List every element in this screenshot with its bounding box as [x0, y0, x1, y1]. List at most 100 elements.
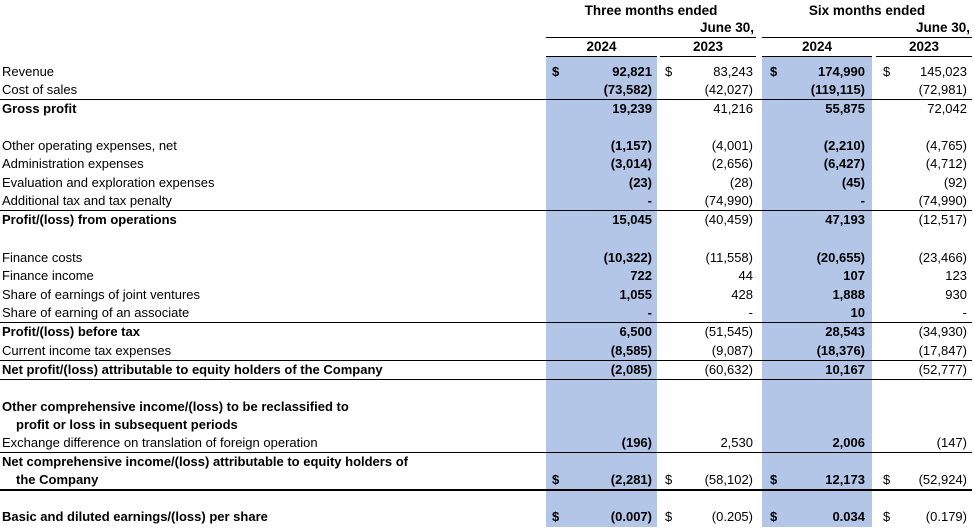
currency-symbol: $	[665, 509, 673, 524]
header-rule-six-months	[762, 37, 972, 38]
table-row-admin: Administration expenses (3,014) (2,656) …	[0, 155, 975, 173]
value-6m-2024: 47,193	[825, 212, 865, 227]
currency-symbol: $	[665, 64, 673, 79]
value-6m-2024: (20,655)	[816, 250, 865, 265]
year-2024-three-months: 2024	[586, 39, 617, 54]
value-3m-2023: (11,558)	[705, 250, 753, 265]
year-2023-three-months: 2023	[692, 39, 724, 54]
value-3m-2023: -	[748, 305, 753, 320]
table-row-jv-earnings: Share of earnings of joint ventures 1,05…	[0, 286, 975, 304]
value-6m-2023: 145,023	[920, 64, 967, 79]
currency-symbol: $	[770, 509, 778, 524]
value-3m-2023: (60,632)	[704, 362, 753, 377]
table-row-net-comprehensive-label1: Net comprehensive income/(loss) attribut…	[0, 453, 975, 471]
value-3m-2023: (74,990)	[704, 193, 753, 208]
table-row-finance-costs: Finance costs (10,322) (11,558) (20,655)…	[0, 249, 975, 267]
year-2023-six-months: 2023	[908, 39, 940, 54]
row-label: Finance costs	[2, 250, 83, 265]
value-6m-2023: (23,466)	[918, 250, 967, 265]
header-six-months-line1: Six months ended	[808, 3, 926, 18]
row-label: Share of earnings of joint ventures	[2, 287, 201, 302]
value-3m-2023: (9,087)	[711, 343, 753, 358]
value-3m-2023: (40,459)	[704, 212, 753, 227]
value-3m-2023: (0.205)	[711, 509, 753, 524]
row-label: Additional tax and tax penalty	[2, 193, 172, 208]
value-3m-2024: 15,045	[612, 212, 652, 227]
row-label: Revenue	[2, 64, 55, 79]
value-3m-2024: (8,585)	[610, 343, 652, 358]
currency-symbol: $	[883, 64, 891, 79]
table-row-other-opex: Other operating expenses, net (1,157) (4…	[0, 137, 975, 155]
value-3m-2023: 41,216	[713, 101, 753, 116]
row-label: Gross profit	[2, 101, 77, 116]
value-6m-2024: 107	[843, 268, 865, 283]
value-6m-2023: (17,847)	[918, 343, 967, 358]
header-three-months: Three months ended June 30,	[546, 2, 756, 36]
value-6m-2023: (74,990)	[918, 193, 967, 208]
value-6m-2024: 2,006	[832, 435, 865, 450]
value-3m-2023: (51,545)	[704, 324, 753, 339]
row-label: Other comprehensive income/(loss) to be …	[2, 399, 349, 414]
value-6m-2023: (147)	[936, 435, 967, 450]
value-3m-2024: 92,821	[612, 64, 652, 79]
year-rule-2	[660, 56, 756, 57]
row-label: Exchange difference on translation of fo…	[2, 435, 318, 450]
rule-net-profit-bottom	[0, 379, 972, 380]
value-6m-2023: (12,517)	[918, 212, 967, 227]
value-6m-2023: (52,924)	[918, 472, 967, 487]
rule-profit-before-tax	[0, 322, 972, 323]
year-rule-3	[762, 56, 872, 57]
value-6m-2024: 55,875	[825, 101, 865, 116]
value-6m-2024: (18,376)	[816, 343, 865, 358]
row-label: Profit/(loss) from operations	[2, 212, 177, 227]
value-3m-2024: (73,582)	[603, 82, 652, 97]
value-3m-2024: 1,055	[619, 287, 652, 302]
row-label: Cost of sales	[2, 82, 78, 97]
table-row-current-tax: Current income tax expenses (8,585) (9,0…	[0, 342, 975, 360]
currency-symbol: $	[552, 64, 560, 79]
value-6m-2023: -	[962, 305, 967, 320]
value-3m-2023: (58,102)	[704, 472, 753, 487]
value-6m-2024: (2,210)	[823, 138, 865, 153]
value-3m-2024: (10,322)	[603, 250, 652, 265]
highlight-column-three-months-2024	[546, 57, 657, 527]
value-3m-2023: 2,530	[720, 435, 753, 450]
year-rule-4	[876, 56, 972, 57]
currency-symbol: $	[883, 472, 891, 487]
header-six-months: Six months ended June 30,	[762, 2, 972, 36]
value-3m-2024: -	[647, 305, 652, 320]
currency-symbol: $	[665, 472, 673, 487]
table-row-profit-before-tax: Profit/(loss) before tax 6,500 (51,545) …	[0, 323, 975, 341]
row-label: the Company	[16, 472, 99, 487]
row-label: Net profit/(loss) attributable to equity…	[2, 362, 383, 377]
value-3m-2023: (42,027)	[704, 82, 753, 97]
value-3m-2024: -	[647, 193, 652, 208]
table-row-additional-tax: Additional tax and tax penalty - (74,990…	[0, 192, 975, 210]
currency-symbol: $	[770, 64, 778, 79]
currency-symbol: $	[552, 472, 560, 487]
value-3m-2024: (2,085)	[610, 362, 652, 377]
year-2024-six-months: 2024	[801, 39, 833, 54]
currency-symbol: $	[552, 509, 560, 524]
row-label: Current income tax expenses	[2, 343, 172, 358]
row-label: Finance income	[2, 268, 94, 283]
value-3m-2023: 428	[731, 287, 753, 302]
header-rule-three-months	[546, 37, 756, 38]
row-label: profit or loss in subsequent periods	[16, 417, 238, 432]
value-6m-2023: 930	[945, 287, 967, 302]
value-6m-2023: (72,981)	[918, 82, 967, 97]
value-6m-2024: 10	[850, 305, 865, 320]
rule-gross-profit	[0, 99, 972, 100]
table-row-gross-profit: Gross profit 19,239 41,216 55,875 72,042	[0, 100, 975, 118]
value-6m-2023: (92)	[943, 175, 967, 190]
value-3m-2023: 83,243	[713, 64, 753, 79]
header-three-months-line1: Three months ended	[584, 3, 718, 18]
table-row-net-comprehensive: the Company $ (2,281) $ (58,102) $ 12,17…	[0, 471, 975, 489]
table-row-associate: Share of earning of an associate - - 10 …	[0, 304, 975, 322]
row-label: Administration expenses	[2, 156, 144, 171]
value-6m-2023: (4,765)	[925, 138, 967, 153]
rule-profit-ops	[0, 210, 972, 211]
value-3m-2024: (23)	[628, 175, 652, 190]
table-row-net-profit: Net profit/(loss) attributable to equity…	[0, 361, 975, 379]
table-row-revenue: Revenue $ 92,821 $ 83,243 $ 174,990 $ 14…	[0, 63, 975, 81]
